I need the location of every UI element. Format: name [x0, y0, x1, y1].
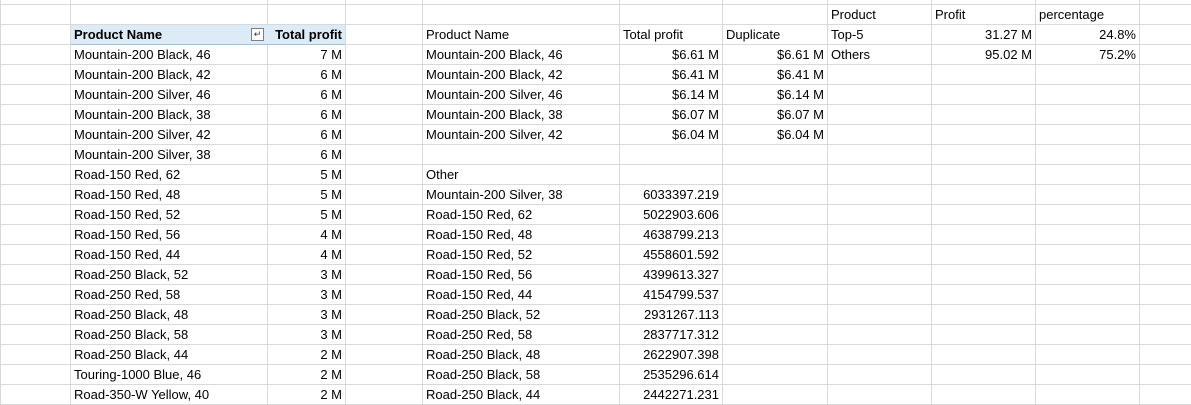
left-table-product[interactable]: Touring-1000 Blue, 46 — [74, 367, 202, 382]
top5-product[interactable]: Mountain-200 Black, 46 — [426, 47, 563, 62]
sort-descending-filter-icon[interactable]: ↵ — [251, 28, 264, 41]
summary-percentage[interactable]: 24.8% — [1099, 27, 1136, 42]
left-table-profit[interactable]: 7 M — [320, 47, 342, 62]
top5-duplicate[interactable]: $6.61 M — [777, 47, 824, 62]
other-profit[interactable]: 2837717.312 — [643, 327, 719, 342]
left-table-profit[interactable]: 6 M — [320, 127, 342, 142]
top5-duplicate[interactable]: $6.41 M — [777, 67, 824, 82]
other-product[interactable]: Road-250 Black, 52 — [426, 307, 541, 322]
left-table-product[interactable]: Road-250 Red, 58 — [74, 287, 181, 302]
summary-percentage[interactable]: 75.2% — [1099, 47, 1136, 62]
left-table-product[interactable]: Mountain-200 Silver, 46 — [74, 87, 211, 102]
other-product[interactable]: Road-150 Red, 52 — [426, 247, 533, 262]
table-header-border — [71, 44, 345, 45]
summary-header-profit[interactable]: Profit — [935, 7, 966, 22]
left-table-profit[interactable]: 4 M — [320, 247, 342, 262]
left-table-profit[interactable]: 6 M — [320, 87, 342, 102]
other-product[interactable]: Road-150 Red, 62 — [426, 207, 533, 222]
summary-header-product[interactable]: Product — [831, 7, 876, 22]
other-profit[interactable]: 4399613.327 — [643, 267, 719, 282]
other-product[interactable]: Road-250 Red, 58 — [426, 327, 533, 342]
other-profit[interactable]: 4638799.213 — [643, 227, 719, 242]
top5-duplicate[interactable]: $6.07 M — [777, 107, 824, 122]
other-product[interactable]: Road-250 Black, 58 — [426, 367, 541, 382]
left-table-profit[interactable]: 3 M — [320, 267, 342, 282]
left-table-product[interactable]: Road-250 Black, 48 — [74, 307, 189, 322]
header-product-name[interactable]: Product Name — [74, 27, 163, 42]
top5-profit[interactable]: $6.14 M — [672, 87, 719, 102]
top5-profit[interactable]: $6.04 M — [672, 127, 719, 142]
top5-header-duplicate[interactable]: Duplicate — [726, 27, 781, 42]
summary-profit[interactable]: 95.02 M — [985, 47, 1032, 62]
top5-product[interactable]: Mountain-200 Black, 38 — [426, 107, 563, 122]
table-header-fill — [71, 25, 345, 45]
other-profit[interactable]: 4154799.537 — [643, 287, 719, 302]
left-table-product[interactable]: Road-250 Black, 44 — [74, 347, 189, 362]
left-table-profit[interactable]: 6 M — [320, 107, 342, 122]
other-profit[interactable]: 2931267.113 — [644, 307, 719, 322]
left-table-profit[interactable]: 5 M — [320, 207, 342, 222]
other-profit[interactable]: 4558601.592 — [643, 247, 719, 262]
top5-profit[interactable]: $6.61 M — [672, 47, 719, 62]
left-table-profit[interactable]: 6 M — [320, 147, 342, 162]
summary-header-percentage[interactable]: percentage — [1039, 7, 1105, 22]
left-table-product[interactable]: Mountain-200 Silver, 38 — [74, 147, 211, 162]
left-table-product[interactable]: Road-150 Red, 52 — [74, 207, 181, 222]
left-table-profit[interactable]: 2 M — [320, 367, 342, 382]
top5-profit[interactable]: $6.07 M — [672, 107, 719, 122]
left-table-product[interactable]: Mountain-200 Black, 38 — [74, 107, 211, 122]
left-table-profit[interactable]: 2 M — [320, 347, 342, 362]
other-profit[interactable]: 2622907.398 — [643, 347, 719, 362]
left-table-product[interactable]: Road-250 Black, 58 — [74, 327, 189, 342]
left-table-profit[interactable]: 3 M — [320, 327, 342, 342]
left-table-product[interactable]: Mountain-200 Black, 46 — [74, 47, 211, 62]
left-table-product[interactable]: Road-150 Red, 62 — [74, 167, 181, 182]
other-product[interactable]: Mountain-200 Silver, 38 — [426, 187, 563, 202]
other-product[interactable]: Road-150 Red, 44 — [426, 287, 533, 302]
top5-product[interactable]: Mountain-200 Silver, 46 — [426, 87, 563, 102]
left-table-product[interactable]: Road-150 Red, 44 — [74, 247, 181, 262]
left-table-product[interactable]: Road-250 Black, 52 — [74, 267, 189, 282]
other-profit[interactable]: 6033397.219 — [643, 187, 719, 202]
left-table-product[interactable]: Mountain-200 Black, 42 — [74, 67, 211, 82]
other-profit[interactable]: 2535296.614 — [643, 367, 719, 382]
left-table-profit[interactable]: 2 M — [320, 387, 342, 402]
left-table-profit[interactable]: 3 M — [320, 307, 342, 322]
left-table-product[interactable]: Mountain-200 Silver, 42 — [74, 127, 211, 142]
top5-header-profit[interactable]: Total profit — [623, 27, 683, 42]
left-table-profit[interactable]: 6 M — [320, 67, 342, 82]
left-table-product[interactable]: Road-350-W Yellow, 40 — [74, 387, 210, 402]
other-profit[interactable]: 2442271.231 — [643, 387, 719, 402]
summary-product[interactable]: Others — [831, 47, 871, 62]
top5-product[interactable]: Mountain-200 Black, 42 — [426, 67, 563, 82]
other-product[interactable]: Road-250 Black, 44 — [426, 387, 541, 402]
left-table-profit[interactable]: 4 M — [320, 227, 342, 242]
header-total-profit[interactable]: Total profit — [275, 27, 342, 42]
top5-duplicate[interactable]: $6.14 M — [777, 87, 824, 102]
other-profit[interactable]: 5022903.606 — [643, 207, 719, 222]
top5-header-product[interactable]: Product Name — [426, 27, 510, 42]
left-table-profit[interactable]: 5 M — [320, 187, 342, 202]
left-table-profit[interactable]: 3 M — [320, 287, 342, 302]
top5-profit[interactable]: $6.41 M — [672, 67, 719, 82]
left-table-product[interactable]: Road-150 Red, 48 — [74, 187, 181, 202]
summary-product[interactable]: Top-5 — [831, 27, 864, 42]
left-table-profit[interactable]: 5 M — [320, 167, 342, 182]
other-label[interactable]: Other — [426, 167, 459, 182]
left-table-product[interactable]: Road-150 Red, 56 — [74, 227, 181, 242]
other-product[interactable]: Road-150 Red, 56 — [426, 267, 533, 282]
other-product[interactable]: Road-150 Red, 48 — [426, 227, 533, 242]
other-product[interactable]: Road-250 Black, 48 — [426, 347, 541, 362]
top5-duplicate[interactable]: $6.04 M — [777, 127, 824, 142]
summary-profit[interactable]: 31.27 M — [985, 27, 1032, 42]
top5-product[interactable]: Mountain-200 Silver, 42 — [426, 127, 563, 142]
